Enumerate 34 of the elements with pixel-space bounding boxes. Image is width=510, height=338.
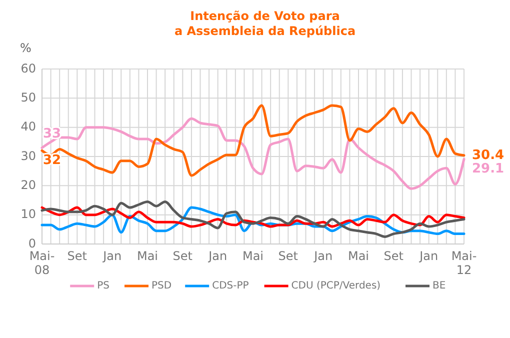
legend-label: PSD: [152, 280, 172, 292]
x-tick-label: Jan: [208, 249, 228, 263]
x-tick-label: Jan: [313, 249, 333, 263]
y-tick-label: 40: [20, 120, 36, 134]
line-series: [40, 117, 466, 190]
legend-label: PS: [97, 280, 110, 292]
y-tick-label: 20: [20, 178, 36, 192]
legend-label: CDU (PCP/Verdes): [291, 280, 381, 292]
x-tick-label: Mai: [242, 249, 264, 263]
y-tick-label: 0: [28, 236, 36, 250]
legend-label: CDS-PP: [212, 280, 249, 292]
legend-label: BE: [432, 280, 446, 292]
data-label: 30.4: [472, 148, 504, 163]
x-tick-label: Mai- 12: [451, 249, 477, 277]
x-tick-label: Set: [67, 249, 88, 263]
x-tick-label: Mai: [136, 249, 158, 263]
data-label: 32: [43, 153, 62, 168]
chart-title: Intenção de Voto para a Assembleia da República: [174, 9, 356, 38]
line-series: [40, 200, 466, 238]
y-tick-label: 10: [20, 207, 36, 222]
data-label: 33: [43, 126, 62, 142]
line-series: [40, 104, 466, 177]
x-tick-label: Set: [384, 249, 404, 263]
data-label: 29.1: [472, 162, 504, 177]
x-tick-label: Mai: [348, 249, 370, 263]
x-tick-label: Mai- 08: [29, 249, 55, 277]
y-axis-title: %: [20, 41, 32, 55]
y-tick-label: 30: [20, 148, 36, 163]
x-tick-label: Set: [172, 249, 193, 263]
x-tick-label: Jan: [418, 249, 438, 263]
y-tick-label: 50: [20, 90, 36, 104]
x-tick-label: Set: [278, 249, 298, 263]
y-tick-label: 60: [20, 61, 36, 76]
x-tick-label: Jan: [102, 249, 122, 263]
